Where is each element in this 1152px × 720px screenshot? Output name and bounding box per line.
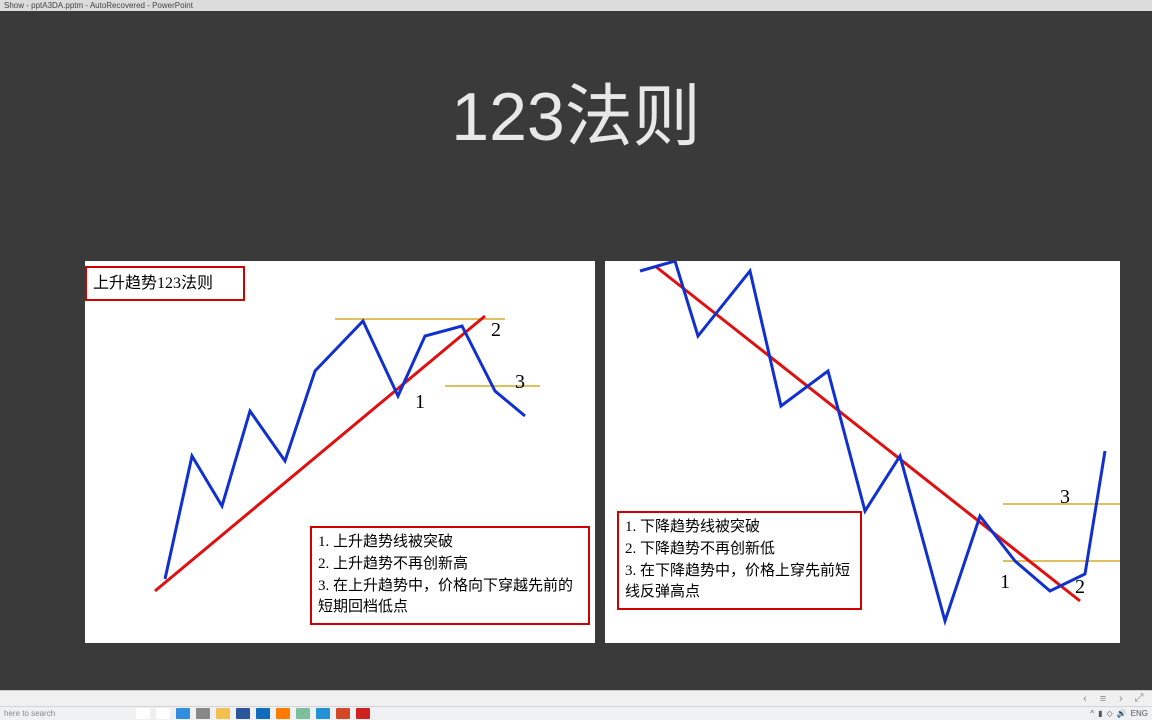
taskbar-search[interactable]: here to search <box>0 709 130 718</box>
right-chart-rules-box: 1. 下降趋势线被突破 2. 下降趋势不再创新低 3. 在下降趋势中，价格上穿先… <box>617 511 862 610</box>
left-chart-rules-box: 1. 上升趋势线被突破 2. 上升趋势不再创新高 3. 在上升趋势中，价格向下穿… <box>310 526 590 625</box>
window-titlebar: Show - pptA3DA.pptm - AutoRecovered - Po… <box>0 0 1152 11</box>
taskbar-tasks <box>136 708 370 719</box>
task-powerpoint[interactable] <box>336 708 350 719</box>
tray-chevron-icon[interactable]: ^ <box>1090 709 1094 718</box>
task-firefox[interactable] <box>276 708 290 719</box>
tray-lang[interactable]: ENG <box>1131 709 1148 718</box>
chart-annotation: 2 <box>1075 576 1085 599</box>
right-chart-panel: 1. 下降趋势线被突破 2. 下降趋势不再创新低 3. 在下降趋势中，价格上穿先… <box>605 261 1120 643</box>
slide-area: 123法则 上升趋势123法则 1. 上升趋势线被突破 2. 上升趋势不再创新高… <box>0 11 1152 690</box>
task-onedrive[interactable] <box>316 708 330 719</box>
task-taskview[interactable] <box>156 708 170 719</box>
tray-battery-icon[interactable]: ▮ <box>1098 709 1102 718</box>
task-edge[interactable] <box>176 708 190 719</box>
slide-title: 123法则 <box>0 61 1152 160</box>
task-calc[interactable] <box>296 708 310 719</box>
chart-annotation: 2 <box>491 319 501 342</box>
tray-volume-icon[interactable]: 🔊 <box>1117 709 1127 718</box>
taskbar: here to search ^ ▮ ◇ 🔊 ENG <box>0 706 1152 720</box>
left-chart-panel: 上升趋势123法则 1. 上升趋势线被突破 2. 上升趋势不再创新高 3. 在上… <box>85 261 595 643</box>
window-title: Show - pptA3DA.pptm - AutoRecovered - Po… <box>4 1 193 10</box>
chart-annotation: 1 <box>415 391 425 414</box>
task-explorer[interactable] <box>216 708 230 719</box>
left-chart-title: 上升趋势123法则 <box>93 275 213 292</box>
presenter-bottom-bar: ‹ ≡ › ⤢ <box>0 690 1152 706</box>
task-settings[interactable] <box>196 708 210 719</box>
task-cortana[interactable] <box>136 708 150 719</box>
nav-more-icon[interactable]: ⤢ <box>1132 692 1146 706</box>
taskbar-tray: ^ ▮ ◇ 🔊 ENG <box>1090 709 1152 718</box>
left-chart-title-box: 上升趋势123法则 <box>85 266 245 301</box>
tray-network-icon[interactable]: ◇ <box>1107 709 1113 718</box>
nav-menu-icon[interactable]: ≡ <box>1096 692 1110 706</box>
task-record[interactable] <box>356 708 370 719</box>
chart-annotation: 3 <box>515 371 525 394</box>
task-mail[interactable] <box>256 708 270 719</box>
chart-annotation: 1 <box>1000 571 1010 594</box>
chart-annotation: 3 <box>1060 486 1070 509</box>
nav-prev-icon[interactable]: ‹ <box>1078 692 1092 706</box>
task-app-blue[interactable] <box>236 708 250 719</box>
nav-next-icon[interactable]: › <box>1114 692 1128 706</box>
